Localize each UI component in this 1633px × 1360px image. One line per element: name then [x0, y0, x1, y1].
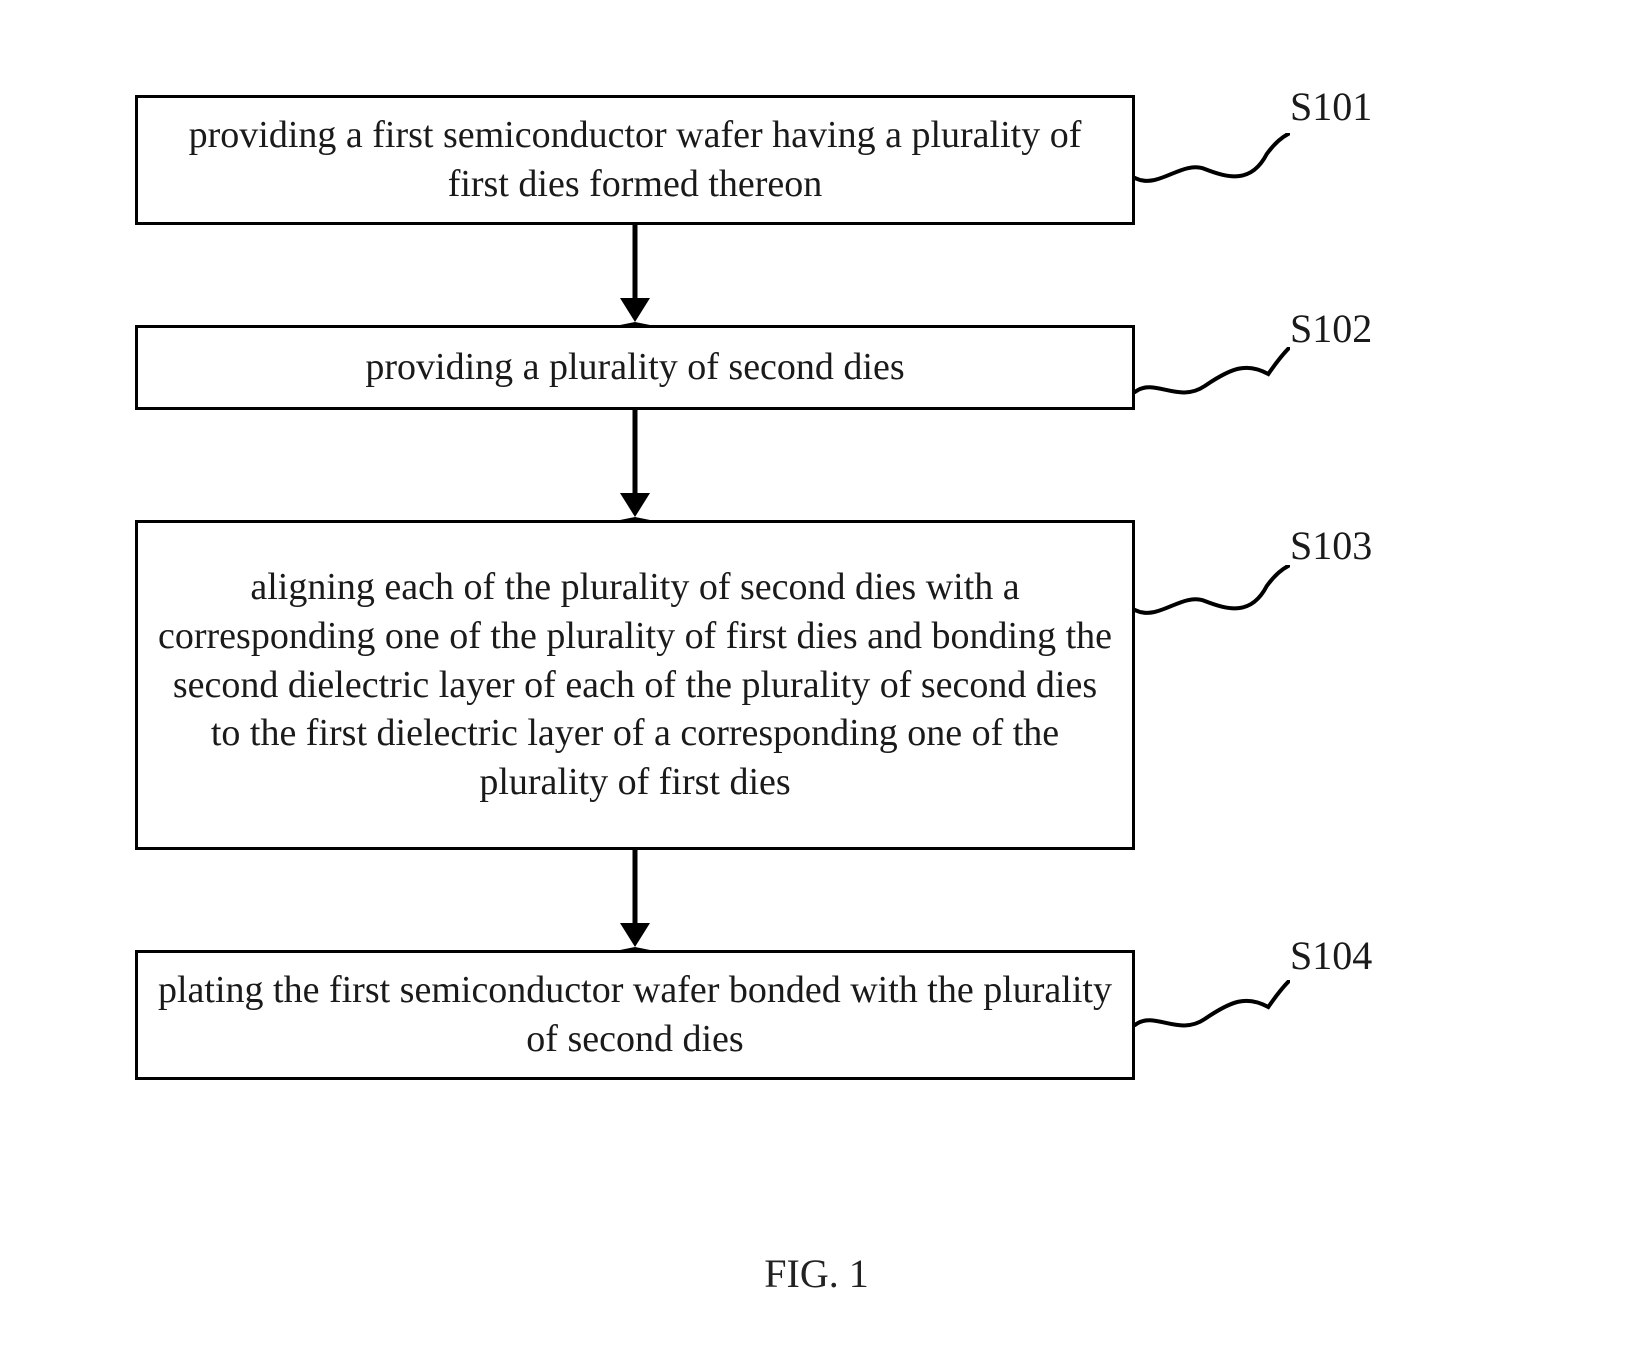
flow-connector	[135, 225, 1135, 325]
flow-step-s103: aligning each of the plurality of second…	[135, 520, 1395, 850]
connector-line	[633, 850, 638, 928]
connector-line	[633, 410, 638, 498]
flow-step-label: S102	[1290, 305, 1372, 352]
flow-step-box: providing a plurality of second dies	[135, 325, 1135, 410]
arrow-down-icon	[620, 923, 650, 950]
flow-step-label: S101	[1290, 83, 1372, 130]
flow-step-text: aligning each of the plurality of second…	[158, 563, 1112, 806]
flow-step-box: providing a first semiconductor wafer ha…	[135, 95, 1135, 225]
flowchart-container: providing a first semiconductor wafer ha…	[135, 95, 1395, 1080]
flow-step-s102: providing a plurality of second diesS102	[135, 325, 1395, 410]
flow-step-label: S104	[1290, 932, 1372, 979]
flow-step-text: providing a plurality of second dies	[365, 343, 904, 392]
arrow-down-icon	[620, 493, 650, 520]
flow-connector	[135, 850, 1135, 950]
leader-squiggle	[1135, 133, 1290, 193]
leader-squiggle	[1135, 565, 1290, 625]
flow-step-s104: plating the first semiconductor wafer bo…	[135, 950, 1395, 1080]
flow-step-box: aligning each of the plurality of second…	[135, 520, 1135, 850]
leader-squiggle	[1135, 980, 1290, 1040]
flow-step-text: providing a first semiconductor wafer ha…	[158, 111, 1112, 208]
flow-step-s101: providing a first semiconductor wafer ha…	[135, 95, 1395, 225]
leader-squiggle	[1135, 347, 1290, 407]
connector-line	[633, 225, 638, 303]
flow-step-label: S103	[1290, 522, 1372, 569]
flow-step-box: plating the first semiconductor wafer bo…	[135, 950, 1135, 1080]
flow-step-text: plating the first semiconductor wafer bo…	[158, 966, 1112, 1063]
flow-connector	[135, 410, 1135, 520]
figure-caption: FIG. 1	[0, 1250, 1633, 1297]
arrow-down-icon	[620, 298, 650, 325]
